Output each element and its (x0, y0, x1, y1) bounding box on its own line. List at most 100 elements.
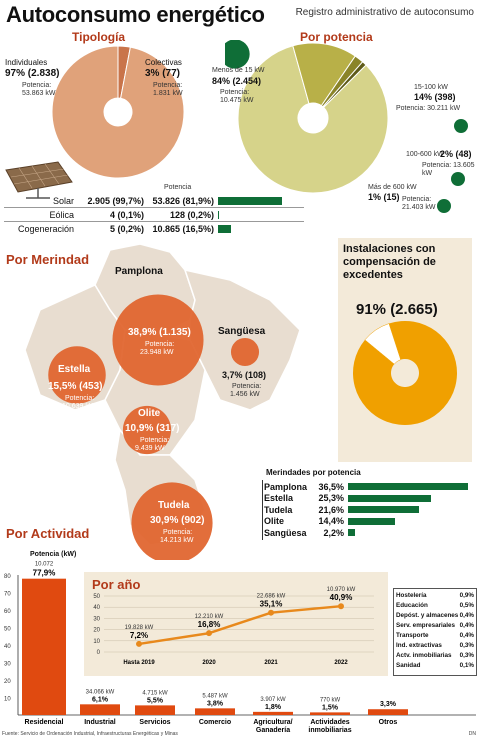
por-ano-heading: Por año (92, 577, 141, 592)
tecnologia-power: 10.865 (16,5%) (152, 223, 214, 234)
mp-value: 2,2% (323, 527, 344, 538)
bubble-sanguesa-value: 3,7% (108) (222, 370, 267, 380)
bubble-olite-name: Olite (138, 408, 161, 419)
bubble-pamplona-potencia: 23.948 kW (140, 349, 174, 356)
merindades-potencia-row: Estella 25,3% (264, 493, 474, 505)
bubble-estella (48, 346, 106, 404)
actividad-bar-kw: 3.907 kW (260, 697, 286, 703)
actividad-ytick: 60 (4, 609, 11, 615)
otros-breakdown-row: Serv. empresariales 0,4% (396, 621, 474, 631)
bubble-tudela (131, 482, 213, 560)
por-ano-value-label: 16,8% (198, 620, 221, 629)
actividad-bar-kw: 34.066 kW (86, 689, 115, 695)
potencia-donut (225, 40, 468, 213)
bubble-estella-potencia: 10.639 kW (62, 403, 96, 410)
tecnologia-power: 53.826 (81,9%) (152, 195, 214, 206)
tecnologia-name: Eólica (49, 209, 74, 220)
merindades-potencia-row: Tudela 21,6% (264, 504, 474, 516)
otros-breakdown-row: Sanidad 0,1% (396, 661, 474, 671)
actividad-ytick: 50 (4, 627, 11, 633)
mp-value: 36,5% (318, 481, 344, 492)
potencia-value-3: 2% (48) (440, 149, 472, 159)
tecnologia-row: Eólica 4 (0,1%) 128 (0,2%) (4, 208, 304, 222)
potencia-value-1: 84% (2.454) (212, 76, 262, 86)
tecnologia-count: 2.905 (99,7%) (87, 195, 144, 206)
tecnologia-name: Solar (52, 195, 74, 206)
otros-breakdown-row: Ind. extractivas 0,3% (396, 641, 474, 651)
mp-value: 25,3% (318, 493, 344, 504)
por-ano-value-label: 40,9% (330, 593, 353, 602)
mp-value: 21,6% (318, 504, 344, 515)
solar-panel-icon (5, 161, 73, 199)
por-ano-ytick: 10 (93, 639, 100, 645)
potencia-value-2: 14% (398) (414, 92, 456, 102)
potencia-label-1: Menos de 15 kW (212, 67, 265, 74)
mp-bar (348, 517, 396, 525)
actividad-chart: 80 70 60 50 40 30 20 10 77,9%10.072 Residencial 6,… (4, 562, 476, 734)
mp-name: Olite (264, 516, 285, 527)
tipologia-individuales-label: Individuales (5, 58, 48, 67)
bubble-pamplona-potencia-label: Potencia: (145, 341, 175, 348)
tecnologia-bar (218, 196, 282, 205)
actividad-bar-label: Agricultura/ (253, 719, 292, 726)
excedentes-donut (353, 321, 457, 425)
otros-breakdown-value: 0,4% (459, 632, 474, 639)
tipologia-colectivas-potencia: 1.831 kW (153, 90, 183, 97)
bubble-estella-value: 15,5% (453) (48, 381, 103, 392)
bubble-tudela-potencia: 14.213 kW (160, 537, 194, 544)
tipologia-slice-individuales (51, 45, 185, 179)
actividad-bar-value: 5,5% (147, 697, 164, 704)
potencia-heading: Por potencia (300, 30, 373, 44)
actividad-bar-kw: 4.715 kW (142, 690, 168, 696)
actividad-bar-label: Servicios (139, 719, 170, 726)
otros-breakdown-name: Hostelería (396, 592, 427, 599)
potencia-potencia-label-4: Potencia: (402, 196, 432, 203)
tipologia-individuales-potencia-label: Potencia: (22, 82, 52, 89)
otros-breakdown-list: Hostelería 0,9% Educación 0,5% Depóst. y alm… (394, 589, 476, 673)
actividad-bar-value: 1,8% (265, 704, 282, 711)
actividad-bar-label: Ganadería (256, 727, 290, 734)
tecnologia-row: Cogeneración 5 (0,2%) 10.865 (16,5%) (4, 222, 304, 235)
actividad-bar-kw: 10.072 (35, 562, 54, 568)
otros-breakdown-value: 0,4% (459, 622, 474, 629)
bubble-estella-name: Estella (58, 364, 91, 375)
merindades-potencia-list: Pamplona 36,5% Estella 25,3% Tudela 21,6… (264, 481, 474, 539)
otros-breakdown-row: Educación 0,5% (396, 601, 474, 611)
tecnologia-bar (218, 224, 231, 233)
map-label-pamplona: Pamplona (115, 266, 163, 277)
por-ano-line (138, 604, 342, 646)
actividad-bar-label: Comercio (199, 719, 231, 726)
merindad-heading: Por Merindad (6, 252, 90, 267)
merindades-potencia-row: Olite 14,4% (264, 516, 474, 528)
otros-breakdown-value: 0,3% (459, 652, 474, 659)
bubble-tudela-value: 30,9% (902) (150, 515, 205, 526)
por-ano-point (206, 630, 212, 637)
bubble-sanguesa-potencia-label: Potencia: (232, 383, 262, 390)
potencia-slice (292, 42, 356, 107)
actividad-bar (22, 578, 66, 715)
otros-breakdown-box: Hostelería 0,9% Educación 0,5% Depóst. y alm… (393, 588, 477, 676)
otros-breakdown-row: Depóst. y almacenes 0,4% (396, 611, 474, 621)
otros-breakdown-row: Hostelería 0,9% (396, 591, 474, 601)
excedentes-heading: Instalaciones con compensación de excede… (343, 243, 436, 281)
source-note: Fuente: Servicio de Ordenación Industria… (2, 731, 178, 737)
actividad-bar (368, 709, 408, 715)
bubble-tudela-potencia-label: Potencia: (163, 529, 193, 536)
otros-breakdown-value: 0,1% (459, 662, 474, 669)
actividad-bar-value: 6,1% (92, 696, 109, 703)
por-ano-ytick: 50 (93, 594, 100, 600)
merindades-potencia-heading: Merindades por potencia (266, 468, 361, 477)
mp-value: 14,4% (318, 516, 344, 527)
potencia-slice (322, 61, 367, 109)
por-ano-ytick: 40 (93, 605, 100, 611)
por-ano-kw-label: 19.828 kW (125, 625, 154, 631)
otros-breakdown-value: 0,9% (459, 592, 474, 599)
actividad-ytick: 70 (4, 592, 11, 598)
merindades-potencia-axis (262, 480, 263, 540)
page-subtitle: Registro administrativo de autoconsumo (295, 7, 474, 18)
por-ano-kw-label: 12.210 kW (195, 614, 224, 620)
por-ano-ytick: 0 (97, 650, 101, 656)
actividad-ytick: 20 (4, 679, 11, 685)
otros-breakdown-name: Sanidad (396, 662, 421, 669)
